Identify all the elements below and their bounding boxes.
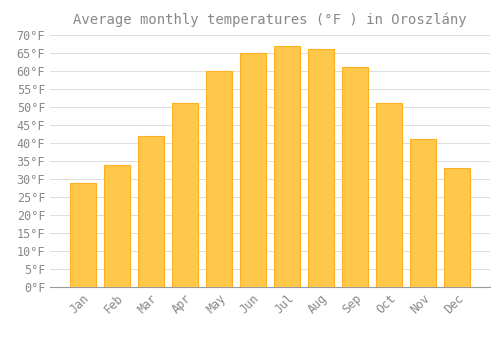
- Bar: [274, 46, 300, 287]
- Bar: [104, 164, 130, 287]
- Bar: [240, 53, 266, 287]
- Bar: [206, 71, 232, 287]
- Bar: [376, 103, 402, 287]
- Bar: [138, 136, 164, 287]
- Bar: [410, 139, 436, 287]
- Bar: [444, 168, 470, 287]
- Bar: [70, 183, 96, 287]
- Bar: [172, 103, 198, 287]
- Bar: [342, 68, 368, 287]
- Bar: [308, 49, 334, 287]
- Title: Average monthly temperatures (°F ) in Oroszlány: Average monthly temperatures (°F ) in Or…: [73, 12, 467, 27]
